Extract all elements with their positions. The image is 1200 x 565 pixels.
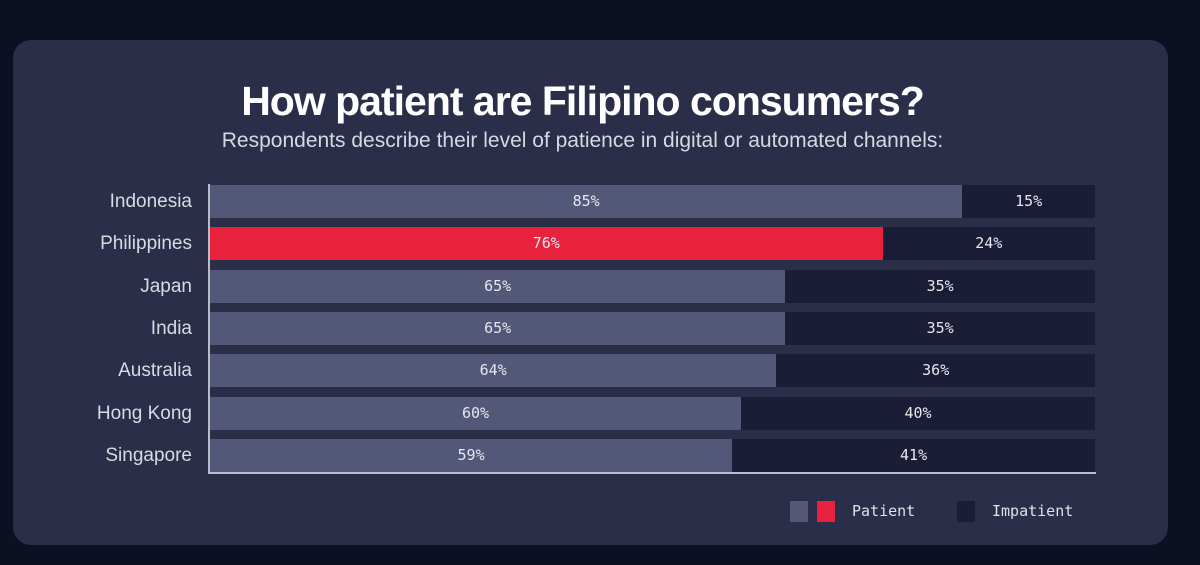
- legend-swatch-patient: [790, 501, 808, 522]
- bar-value-label: 40%: [904, 403, 932, 422]
- bar-impatient: 15%: [962, 185, 1095, 218]
- bar-patient: 60%: [210, 396, 741, 430]
- bar-patient: 85%: [210, 185, 963, 218]
- bar-impatient: 35%: [785, 269, 1095, 303]
- bar-row: India 65% 35%: [0, 311, 1200, 345]
- y-axis-line: [208, 184, 210, 474]
- bar-value-label: 60%: [461, 403, 490, 422]
- bar-value-label: 59%: [457, 445, 485, 464]
- bar-patient: 59%: [210, 438, 733, 472]
- category-label: Singapore: [105, 444, 192, 466]
- bar-row: Indonesia 85% 15%: [0, 185, 1200, 218]
- category-label: Australia: [118, 360, 192, 382]
- bar-row: Australia 64% 36%: [0, 354, 1200, 388]
- bar-patient: 76%: [210, 227, 883, 261]
- category-label: Philippines: [100, 233, 192, 255]
- bar-value-label: 35%: [926, 318, 954, 337]
- legend: Patient Impatient: [790, 500, 1090, 522]
- x-axis-line: [208, 472, 1096, 474]
- bar-value-label: 85%: [572, 192, 600, 210]
- bar-impatient: 40%: [741, 396, 1095, 430]
- bar-impatient: 24%: [882, 227, 1095, 261]
- category-label: India: [150, 317, 192, 339]
- chart-subtitle: Respondents describe their level of pati…: [221, 129, 944, 152]
- bar-patient: 65%: [210, 269, 786, 303]
- category-label: Japan: [140, 275, 192, 297]
- bar-impatient: 35%: [785, 311, 1095, 345]
- bar-value-label: 24%: [975, 234, 1003, 253]
- bar-value-label: 76%: [532, 234, 560, 253]
- bar-impatient: 36%: [776, 354, 1095, 388]
- bar-value-label: 36%: [922, 361, 950, 380]
- bar-row: Singapore 59% 41%: [0, 438, 1200, 472]
- category-label: Hong Kong: [96, 402, 192, 424]
- category-label: Indonesia: [109, 191, 192, 212]
- bar-patient: 64%: [210, 354, 777, 388]
- bar-patient: 65%: [210, 311, 786, 345]
- legend-swatch-patient-highlight: [817, 501, 835, 522]
- legend-label-impatient: Impatient: [992, 502, 1074, 520]
- bar-row: Hong Kong 60% 40%: [0, 396, 1200, 430]
- bar-row: Philippines 76% 24%: [0, 227, 1200, 261]
- legend-label-patient: Patient: [852, 502, 916, 520]
- bar-value-label: 65%: [484, 276, 512, 295]
- bar-row: Japan 65% 35%: [0, 269, 1200, 303]
- chart-title: How patient are Filipino consumers?: [241, 78, 925, 124]
- bar-impatient: 41%: [732, 438, 1095, 472]
- bar-value-label: 35%: [926, 276, 954, 295]
- legend-swatch-impatient: [957, 501, 975, 522]
- bar-value-label: 15%: [1015, 192, 1043, 210]
- bar-value-label: 65%: [484, 318, 512, 337]
- bar-value-label: 41%: [900, 445, 928, 464]
- bar-value-label: 64%: [479, 361, 507, 380]
